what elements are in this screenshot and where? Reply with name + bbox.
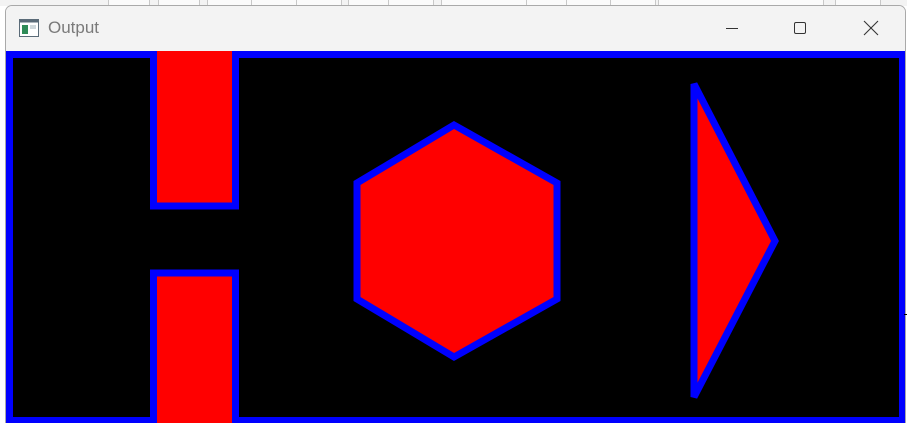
- maximize-button[interactable]: [777, 6, 823, 50]
- bottom-red-rectangle: [150, 269, 239, 423]
- edge-mark: [904, 314, 907, 315]
- app-icon: [19, 19, 39, 37]
- title-bar[interactable]: Output: [6, 6, 905, 51]
- minimize-button[interactable]: [709, 6, 755, 50]
- minimize-icon: [725, 21, 739, 35]
- close-icon: [863, 20, 879, 36]
- canvas-border: [6, 51, 905, 423]
- red-triangle: [690, 82, 779, 399]
- window-title: Output: [48, 18, 100, 37]
- drawing-canvas[interactable]: [6, 51, 905, 423]
- top-red-rectangle: [150, 51, 239, 210]
- maximize-icon: [793, 21, 807, 35]
- red-hexagon: [353, 120, 561, 362]
- close-button[interactable]: [848, 6, 894, 50]
- output-window: Output: [5, 5, 906, 423]
